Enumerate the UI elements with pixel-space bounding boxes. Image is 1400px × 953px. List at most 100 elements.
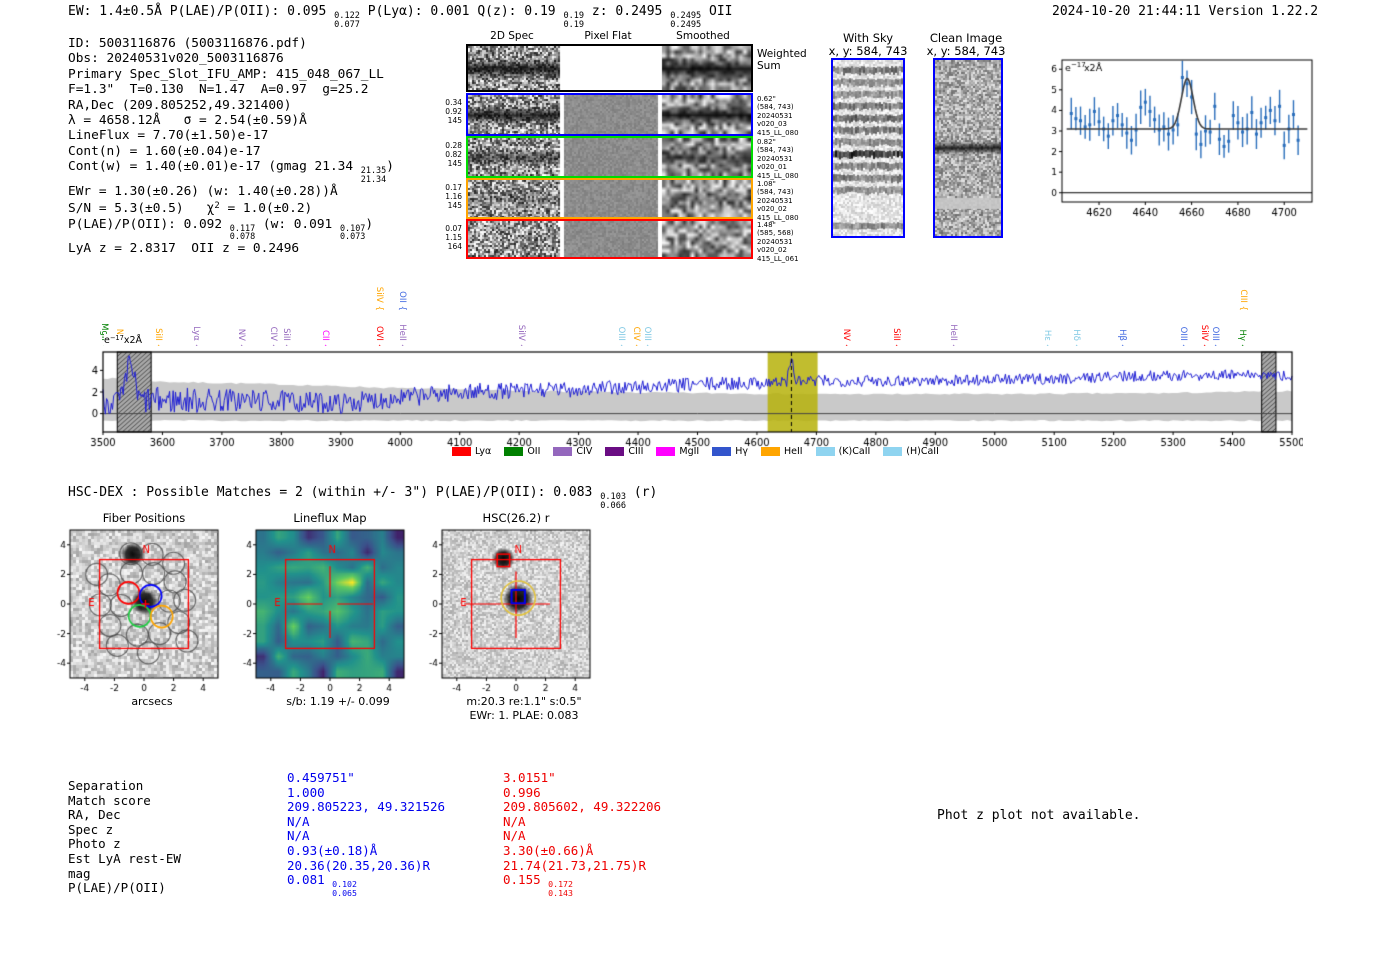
row-right-label: 1.08" bbox=[757, 180, 776, 188]
row-right-label: 0.82" bbox=[757, 138, 776, 146]
legend-item: (K)CaII bbox=[815, 446, 870, 457]
info-line: ID: 5003116876 (5003116876.pdf) bbox=[68, 36, 307, 51]
cleanimage-coords: x, y: 584, 743 bbox=[926, 44, 1006, 58]
superscript: −17 bbox=[109, 334, 124, 342]
hsc-xlabel-2: EWr: 1. PLAE: 0.083 bbox=[469, 709, 579, 722]
detection-info-block: ID: 5003116876 (5003116876.pdf) Obs: 2024… bbox=[68, 36, 394, 256]
emission-line-label: SiIV { bbox=[374, 286, 385, 311]
match-table-label: Photo z bbox=[68, 836, 121, 852]
row-right-label: 20240531 bbox=[757, 111, 793, 120]
legend-item: MgII bbox=[656, 446, 699, 457]
match-table-value: 1.000 bbox=[287, 784, 325, 800]
row-left-label: 0.92 bbox=[445, 107, 462, 116]
legend-swatch bbox=[761, 447, 780, 456]
spec2d-row-right-labels: Weighted Sum bbox=[757, 48, 807, 72]
match-table-value: 21.74(21.73,21.75)R bbox=[503, 857, 646, 873]
legend-swatch bbox=[656, 447, 676, 456]
spec2d-row bbox=[466, 93, 753, 136]
row-left-label: 1.16 bbox=[445, 192, 462, 201]
emission-line-label: OII { bbox=[396, 291, 407, 311]
spec2d-row-left-labels: 0.07 1.15 164 bbox=[436, 224, 462, 251]
spec2d-row-right-labels: 0.62" (584, 743) 20240531 v020_03 415_LL_080 bbox=[757, 95, 799, 137]
legend-label: (H)CaII bbox=[906, 446, 939, 457]
line-fit-plot bbox=[1036, 46, 1326, 226]
legend-label: Lyα bbox=[475, 446, 492, 457]
fiber-positions-title: Fiber Positions bbox=[102, 511, 186, 525]
spec2d-row-image bbox=[468, 221, 751, 257]
photz-note: Phot z plot not available. bbox=[937, 808, 1141, 823]
legend-label: Hγ bbox=[735, 446, 748, 457]
lineflux-xlabel: s/b: 1.19 +/- 0.099 bbox=[286, 695, 390, 708]
match-table-value: N/A bbox=[287, 813, 310, 829]
stacked-uncertainty: 0.2495 0.2495 bbox=[670, 11, 702, 30]
match-table-value: 3.0151" bbox=[503, 770, 556, 785]
spec2d-row-image bbox=[468, 95, 751, 134]
match-table-value: 20.36(20.35,20.36)R bbox=[287, 857, 430, 873]
spec2d-row-left-labels: 0.34 0.92 145 bbox=[436, 98, 462, 125]
legend-swatch bbox=[712, 447, 732, 456]
row-right-label: Weighted bbox=[757, 48, 807, 60]
row-left-label: 145 bbox=[447, 159, 462, 168]
row-left-label: 0.28 bbox=[445, 141, 462, 150]
row-right-label: (584, 743) bbox=[757, 146, 794, 155]
match-table-value: 0.93(±0.18)Å bbox=[287, 842, 378, 858]
spec2d-header-2dspec: 2D Spec bbox=[490, 30, 534, 42]
hsc-cutout-title: HSC(26.2) r bbox=[482, 511, 550, 525]
match-table-value: 0.459751" bbox=[287, 770, 355, 785]
row-right-label: 415_LL_061 bbox=[757, 254, 799, 263]
info-line: F=1.3" T=0.130 N=1.47 A=0.97 g=25.2 bbox=[68, 82, 369, 98]
match-table-value: 0.996 bbox=[503, 784, 541, 800]
hsc-dex-summary: HSC-DEX : Possible Matches = 2 (within +… bbox=[68, 485, 658, 511]
stacked-uncertainty: 21.35 21.34 bbox=[360, 165, 387, 185]
match-table-label: Est LyA rest-EW bbox=[68, 850, 181, 866]
legend-item: OII bbox=[504, 446, 540, 457]
legend-swatch bbox=[883, 447, 903, 456]
match-table-candidate-1: 0.459751" 1.000 209.805223, 49.321526 N/A N/… bbox=[287, 770, 445, 898]
row-right-label: 415_LL_080 bbox=[757, 128, 799, 137]
match-table-label: Spec z bbox=[68, 821, 114, 837]
match-table-label: P(LAE)/P(OII) bbox=[68, 880, 166, 896]
legend-label: HeII bbox=[784, 446, 803, 457]
row-left-label: 145 bbox=[447, 116, 462, 125]
legend-swatch bbox=[504, 447, 524, 456]
match-table-labels: Separation Match score RA, Dec Spec z Photo … bbox=[68, 778, 181, 896]
info-line: Primary Spec_Slot_IFU_AMP: 415_048_067_L… bbox=[68, 66, 384, 82]
stacked-uncertainty: 0.103 0.066 bbox=[600, 492, 627, 511]
legend-label: MgII bbox=[679, 446, 700, 457]
match-table-value: 209.805602, 49.322206 bbox=[503, 799, 662, 815]
row-right-label: v020_02 bbox=[757, 205, 787, 214]
spec2d-row-right-labels: 1.08" (584, 743) 20240531 v020_02 415_LL_080 bbox=[757, 180, 799, 222]
row-left-label: 145 bbox=[447, 201, 462, 210]
info-line: LineFlux = 7.70(±1.50)e-17 bbox=[68, 128, 269, 144]
match-table-value: N/A bbox=[287, 828, 310, 844]
match-table-label: mag bbox=[68, 865, 91, 881]
legend-item: CIII bbox=[605, 446, 643, 457]
row-left-label: 164 bbox=[447, 242, 462, 251]
legend-item: CIV bbox=[553, 446, 592, 457]
row-right-label: (584, 743) bbox=[757, 103, 794, 112]
fiber-xlabel: arcsecs bbox=[131, 695, 173, 708]
row-right-label: 20240531 bbox=[757, 237, 793, 246]
match-table-candidate-2: 3.0151" 0.996 209.805602, 49.322206 N/A N/A 3… bbox=[503, 770, 662, 897]
hsc-cutout-plot bbox=[428, 526, 600, 694]
withsky-image bbox=[831, 58, 905, 238]
spec2d-row-image bbox=[468, 138, 751, 176]
row-right-label: 1.48" bbox=[757, 221, 776, 229]
spec2d-row-right-labels: 1.48" (585, 568) 20240531 v020_02 415_LL_061 bbox=[757, 221, 799, 263]
withsky-coords: x, y: 584, 743 bbox=[828, 44, 908, 58]
info-line: λ = 4658.12Å σ = 2.54(±0.59)Å bbox=[68, 113, 307, 129]
stacked-uncertainty: 0.102 0.065 bbox=[332, 879, 357, 898]
row-right-label: 20240531 bbox=[757, 154, 793, 163]
emission-line-label: CIII { bbox=[1237, 289, 1248, 311]
match-table-label: RA, Dec bbox=[68, 807, 121, 823]
cleanimage-title: Clean Image bbox=[929, 31, 1003, 45]
row-right-label: 0.62" bbox=[757, 95, 776, 103]
spec2d-row bbox=[466, 44, 753, 92]
legend-item: HeII bbox=[761, 446, 803, 457]
legend-label: CIV bbox=[576, 446, 593, 457]
row-right-label: v020_02 bbox=[757, 246, 787, 255]
stacked-uncertainty: 0.19 0.19 bbox=[563, 11, 585, 30]
spec2d-row-left-labels: 0.17 1.16 145 bbox=[436, 183, 462, 210]
row-right-label: Sum bbox=[757, 60, 781, 72]
